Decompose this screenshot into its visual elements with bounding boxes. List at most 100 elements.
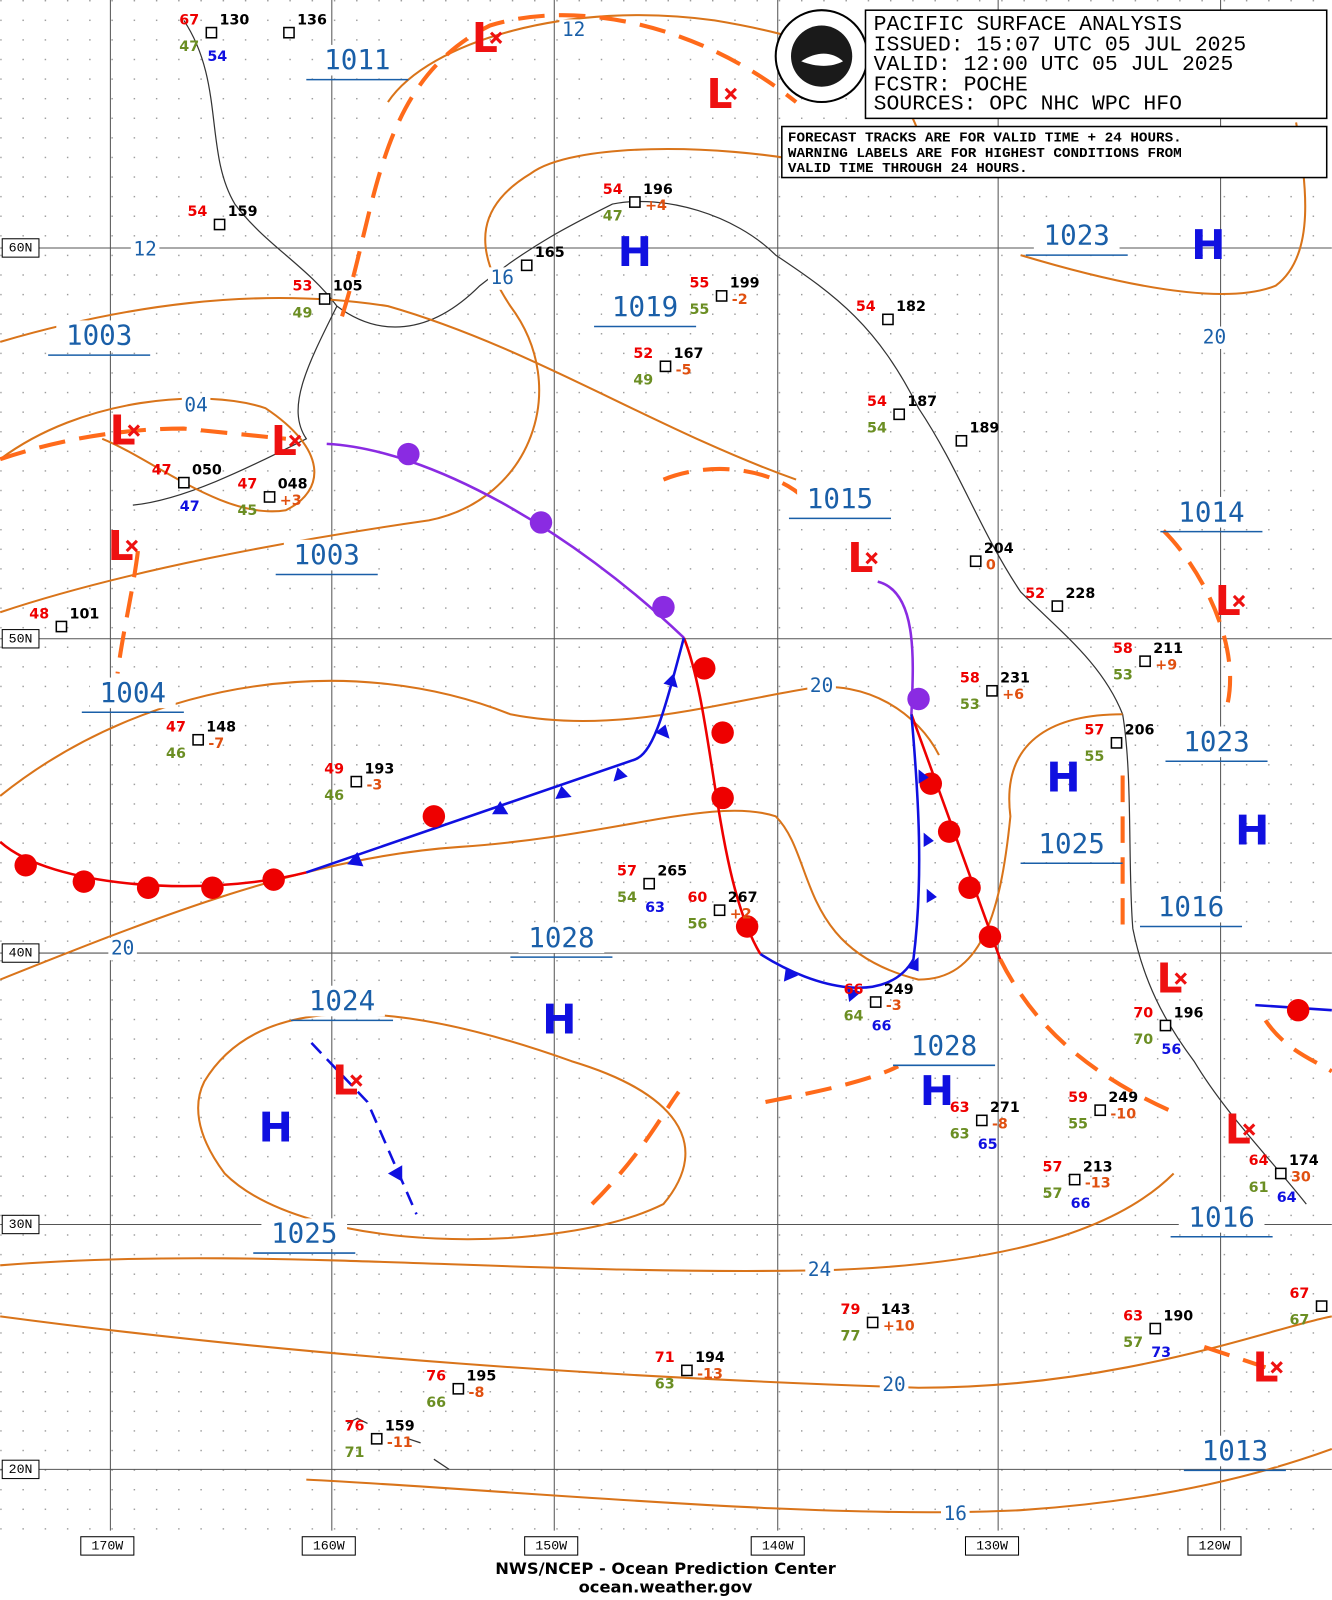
station-dew: 67: [1290, 1312, 1310, 1328]
station-tend: 0: [986, 557, 996, 573]
station-marker: [283, 26, 295, 39]
low-center: L: [332, 1057, 358, 1105]
labels: 60N 50N 40N 30N 20N 170W 160W 150W 140W 130W 120W 1…: [1, 12, 1328, 1556]
station-pres: 196: [643, 182, 673, 198]
station-dew: 47: [179, 39, 199, 55]
station-dew: 64: [844, 1008, 864, 1024]
station-dew: 47: [603, 208, 623, 224]
pressure-label-bg: [1178, 1202, 1265, 1233]
station-pres: 190: [1163, 1308, 1193, 1324]
pressure-label-bg: [797, 483, 883, 515]
lat-label-box: [1, 238, 40, 258]
station-marker: [350, 775, 363, 788]
isobar-label: 20: [882, 1373, 905, 1396]
isobar-label-bg: [807, 675, 836, 698]
station-marker: [659, 360, 672, 373]
pressure-label: 1015: [807, 483, 873, 515]
low-x: [1174, 972, 1187, 985]
pressure-label: 1023: [1183, 726, 1249, 758]
note-line: VALID TIME THROUGH 24 HOURS.: [788, 161, 1028, 177]
high-center: H: [1191, 221, 1225, 269]
station-pres: 101: [70, 606, 100, 622]
station-marker: [893, 408, 906, 421]
station-sst: 47: [180, 499, 200, 515]
pressure-label: 1004: [100, 677, 166, 709]
pressure-label-bg: [299, 985, 385, 1017]
lat-label: 30N: [9, 1217, 33, 1232]
dot-grid: [0, 0, 1332, 1531]
station-tend: +4: [645, 198, 667, 214]
station-marker: [713, 904, 726, 917]
station-marker: [1139, 655, 1151, 668]
isobar-label: 20: [111, 936, 134, 959]
station-sst: 66: [872, 1019, 892, 1035]
station-pres: 265: [657, 863, 687, 879]
station-marker: [1068, 1173, 1081, 1186]
low-center: L: [472, 14, 498, 62]
isobar-label-bg: [941, 1503, 970, 1526]
pressure-label: 1016: [1188, 1201, 1254, 1233]
station-marker: [629, 196, 641, 208]
station-marker: [370, 1432, 383, 1445]
station-dew: 49: [633, 373, 653, 389]
pressure-label: 1003: [66, 320, 132, 352]
station-temp: 57: [1084, 723, 1104, 739]
pressure-label: 1025: [1038, 828, 1104, 860]
note-line: FORECAST TRACKS ARE FOR VALID TIME + 24 …: [788, 131, 1182, 147]
station-marker: [1094, 1104, 1107, 1117]
station-tend: -11: [387, 1435, 413, 1451]
station-pres: 194: [695, 1350, 725, 1366]
lon-label: 150W: [535, 1538, 567, 1553]
pressure-label: 1028: [528, 922, 594, 954]
station-temp: 76: [345, 1419, 365, 1435]
station-sst: 54: [207, 49, 227, 65]
station-temp: 47: [237, 477, 257, 493]
station-marker: [975, 1114, 988, 1127]
station-temp: 57: [617, 863, 637, 879]
station-marker: [969, 555, 982, 568]
station-dew: 54: [617, 890, 637, 906]
pressure-label: 1013: [1202, 1435, 1268, 1467]
low-center: L: [847, 534, 873, 582]
station-dew: 55: [1068, 1116, 1088, 1132]
station-pres: 213: [1083, 1159, 1113, 1175]
lat-label: 40N: [9, 946, 33, 961]
station-dew: 45: [237, 503, 257, 519]
station-marker: [1315, 1300, 1328, 1312]
low-x: [350, 1074, 363, 1087]
pressure-label: 1024: [309, 985, 375, 1017]
pressure-label-bg: [602, 291, 688, 323]
station-tend: -3: [886, 998, 902, 1014]
station-temp: 54: [856, 299, 876, 315]
isobar-label: 16: [944, 1502, 967, 1525]
station-dew: 55: [690, 302, 710, 318]
coastline: [132, 20, 1307, 1470]
lon-label: 170W: [91, 1538, 123, 1553]
station-sst: 66: [1071, 1196, 1091, 1212]
station-temp: 49: [324, 761, 344, 777]
station-marker: [643, 877, 656, 890]
station-pres: 249: [1108, 1090, 1138, 1106]
noaa-logo: [774, 9, 869, 104]
station-tend: -8: [469, 1385, 485, 1401]
station-temp: 60: [687, 890, 707, 906]
isobar-label-bg: [879, 1374, 909, 1397]
lon-label-box: [964, 1536, 1020, 1556]
station-tend: -13: [697, 1366, 723, 1382]
station-pres: 167: [674, 346, 704, 362]
station-dew: 61: [1249, 1180, 1269, 1196]
station-tend: -2: [732, 292, 748, 308]
low-center: L: [1157, 955, 1183, 1003]
footer-agency: NWS/NCEP - Ocean Prediction Center: [495, 1559, 836, 1578]
station-pres: 199: [730, 276, 760, 292]
station-pres: 187: [907, 394, 937, 410]
station-pres: 271: [990, 1100, 1020, 1116]
station-marker: [866, 1316, 879, 1329]
station-dew: 54: [867, 421, 887, 437]
low-x: [1242, 1123, 1256, 1136]
station-dew: 71: [345, 1445, 365, 1461]
station-dew: 46: [166, 746, 186, 762]
station-pres: 174: [1289, 1153, 1319, 1169]
lon-label-box: [80, 1536, 135, 1556]
